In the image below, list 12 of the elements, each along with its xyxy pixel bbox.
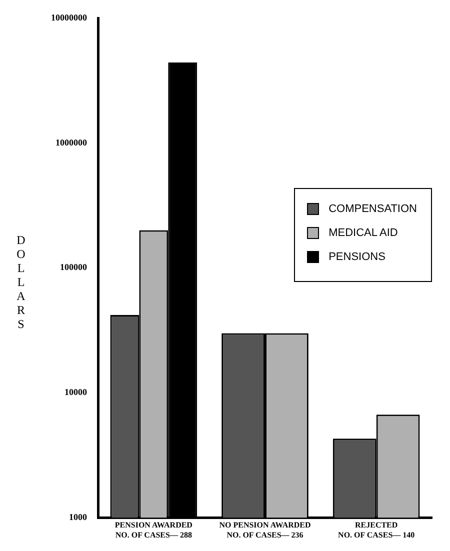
y-tick-label: 10000000 xyxy=(51,12,88,22)
x-tick-label: NO PENSION AWARDED NO. OF CASES— 236 xyxy=(219,520,312,540)
legend-label: COMPENSATION xyxy=(328,203,417,215)
y-tick-label: 100000 xyxy=(60,262,88,272)
y-tick-label: 1000 xyxy=(69,512,88,522)
y-axis-title: DOLLARS xyxy=(16,233,26,331)
legend-label: MEDICAL AID xyxy=(328,227,398,239)
x-tick-label: PENSION AWARDED NO. OF CASES— 288 xyxy=(114,520,193,540)
x-tick-label: REJECTED NO. OF CASES— 140 xyxy=(338,520,415,540)
legend-label: PENSIONS xyxy=(328,251,386,263)
y-tick-label: 1000000 xyxy=(56,137,88,148)
y-tick-label: 10000 xyxy=(64,387,88,398)
